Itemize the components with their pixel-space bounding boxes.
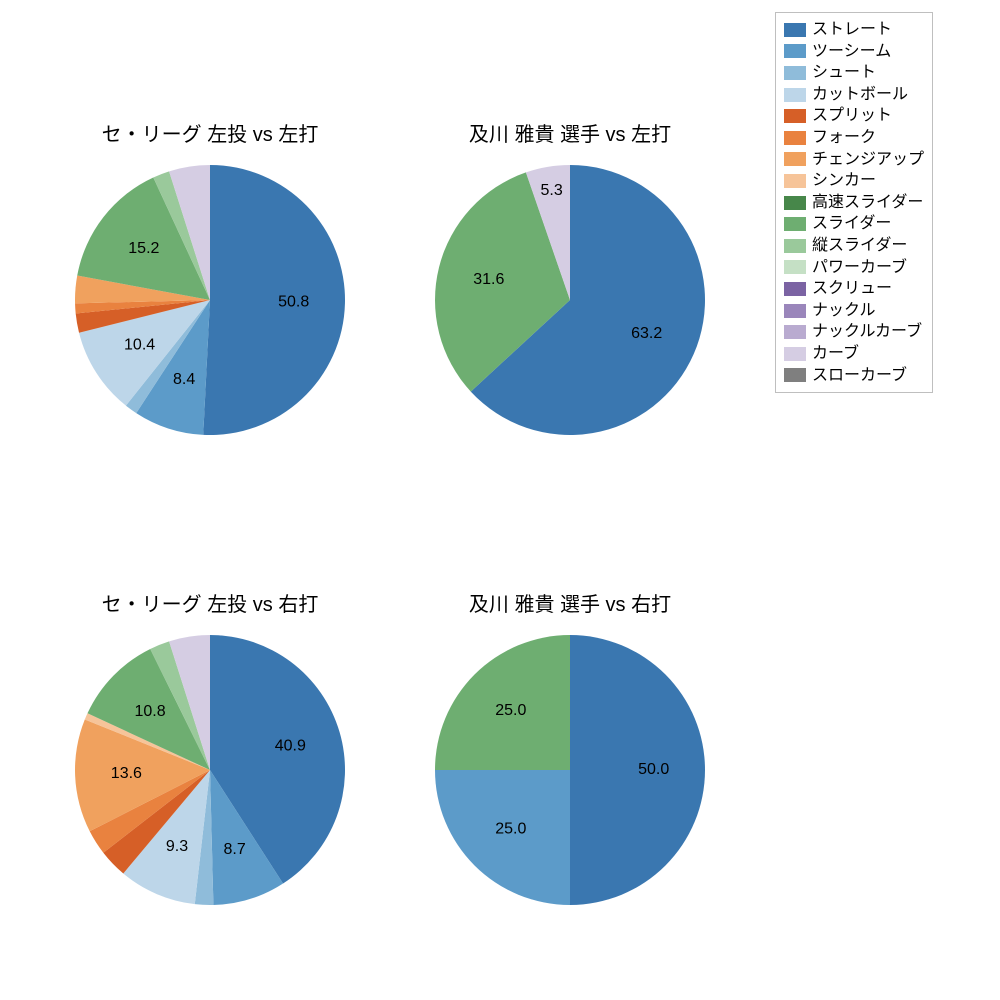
legend-item: スローカーブ <box>784 365 924 387</box>
legend-label: 縦スライダー <box>812 235 907 257</box>
legend-swatch <box>784 325 806 339</box>
chart-title-top-right: 及川 雅貴 選手 vs 左打 <box>469 118 671 147</box>
chart-title-top-left: セ・リーグ 左投 vs 左打 <box>102 118 319 147</box>
pie-slice-label: 63.2 <box>631 325 662 342</box>
legend-label: スローカーブ <box>812 365 907 387</box>
pie-slice-label: 10.4 <box>124 337 155 354</box>
legend-item: フォーク <box>784 127 924 149</box>
legend-label: パワーカーブ <box>812 257 907 279</box>
legend-item: チェンジアップ <box>784 149 924 171</box>
legend-label: ナックルカーブ <box>812 321 922 343</box>
legend-label: フォーク <box>812 127 876 149</box>
legend-label: カットボール <box>812 84 908 106</box>
legend-label: ストレート <box>812 19 892 41</box>
legend-item: 縦スライダー <box>784 235 924 257</box>
legend-swatch <box>784 260 806 274</box>
pie-slice-label: 31.6 <box>473 271 504 288</box>
legend-item: シンカー <box>784 170 924 192</box>
pie-slice-label: 50.0 <box>638 761 669 778</box>
pie-slice-label: 5.3 <box>541 182 563 199</box>
pie-slice <box>435 770 570 905</box>
pie-slice-label: 50.8 <box>278 293 309 310</box>
legend-item: 高速スライダー <box>784 192 924 214</box>
legend-swatch <box>784 23 806 37</box>
legend-swatch <box>784 368 806 382</box>
pie-slice-label: 25.0 <box>495 820 526 837</box>
legend-swatch <box>784 66 806 80</box>
legend-label: ナックル <box>812 300 876 322</box>
pie-slice <box>203 165 345 435</box>
legend-label: 高速スライダー <box>812 192 923 214</box>
chart-title-bottom-right: 及川 雅貴 選手 vs 右打 <box>469 588 671 617</box>
legend-swatch <box>784 109 806 123</box>
legend-swatch <box>784 152 806 166</box>
legend-item: ナックルカーブ <box>784 321 924 343</box>
legend-label: スクリュー <box>812 278 892 300</box>
pie-chart-top-right: 63.2 31.6 5.3 <box>395 125 745 475</box>
pie-chart-bottom-right: 50.0 25.0 25.0 <box>395 595 745 945</box>
legend-swatch <box>784 239 806 253</box>
figure-stage: 50.8 8.4 10.4 15.2 セ・リーグ 左投 vs 左打 63.2 31.6 5.3… <box>0 0 1000 1000</box>
legend-label: シンカー <box>812 170 876 192</box>
legend-item: パワーカーブ <box>784 257 924 279</box>
pie-chart-top-left: 50.8 8.4 10.4 15.2 <box>35 125 385 475</box>
legend: ストレートツーシームシュートカットボールスプリットフォークチェンジアップシンカー… <box>775 12 933 393</box>
legend-item: スライダー <box>784 213 924 235</box>
legend-label: ツーシーム <box>812 41 891 63</box>
legend-label: カーブ <box>812 343 859 365</box>
pie-slice-label: 8.7 <box>223 841 245 858</box>
legend-item: スプリット <box>784 105 924 127</box>
legend-swatch <box>784 304 806 318</box>
pie-slice-label: 9.3 <box>166 838 188 855</box>
legend-swatch <box>784 44 806 58</box>
legend-item: カーブ <box>784 343 924 365</box>
legend-item: ナックル <box>784 300 924 322</box>
legend-label: チェンジアップ <box>812 149 924 171</box>
legend-swatch <box>784 174 806 188</box>
legend-item: ストレート <box>784 19 924 41</box>
pie-slice-label: 25.0 <box>495 702 526 719</box>
legend-swatch <box>784 196 806 210</box>
legend-item: カットボール <box>784 84 924 106</box>
chart-title-bottom-left: セ・リーグ 左投 vs 右打 <box>102 588 319 617</box>
pie-slice-label: 40.9 <box>275 738 306 755</box>
legend-label: シュート <box>812 62 876 84</box>
pie-slice-label: 15.2 <box>128 240 159 257</box>
legend-item: ツーシーム <box>784 41 924 63</box>
pie-slice-label: 10.8 <box>135 703 166 720</box>
legend-item: シュート <box>784 62 924 84</box>
pie-slice-label: 8.4 <box>173 371 195 388</box>
legend-label: スプリット <box>812 105 892 127</box>
legend-swatch <box>784 217 806 231</box>
pie-slice-label: 13.6 <box>111 765 142 782</box>
pie-chart-bottom-left: 40.9 8.7 9.3 13.6 10.8 <box>35 595 385 945</box>
legend-swatch <box>784 131 806 145</box>
legend-item: スクリュー <box>784 278 924 300</box>
legend-label: スライダー <box>812 213 891 235</box>
legend-swatch <box>784 88 806 102</box>
legend-swatch <box>784 347 806 361</box>
legend-swatch <box>784 282 806 296</box>
